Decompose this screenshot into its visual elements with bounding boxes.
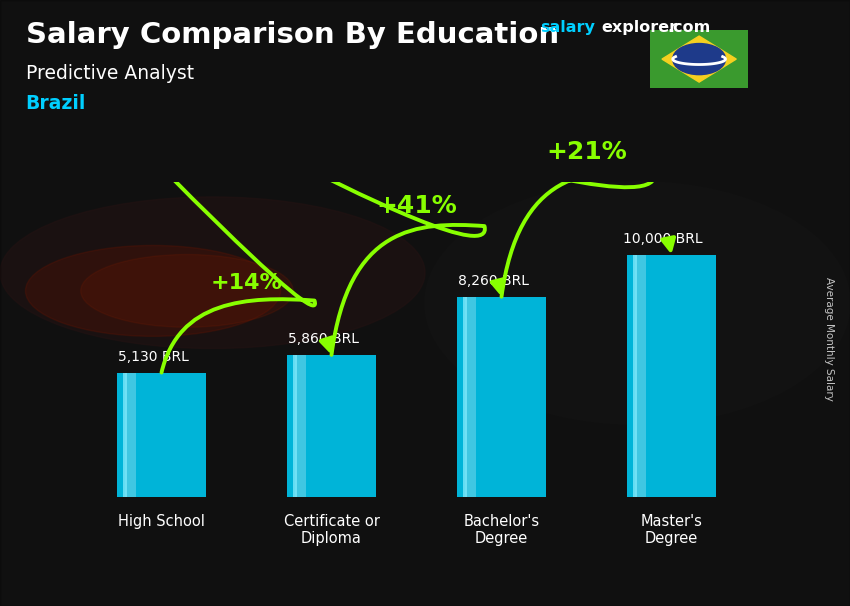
Text: Predictive Analyst: Predictive Analyst bbox=[26, 64, 194, 82]
Bar bbox=[125, 373, 136, 497]
Bar bbox=[465, 297, 476, 497]
Text: explorer: explorer bbox=[602, 20, 678, 35]
Bar bbox=[627, 255, 716, 497]
Text: salary: salary bbox=[540, 20, 595, 35]
Bar bbox=[117, 373, 206, 497]
Bar bbox=[293, 355, 298, 497]
Bar bbox=[123, 373, 127, 497]
Text: +21%: +21% bbox=[546, 141, 626, 164]
FancyArrowPatch shape bbox=[502, 171, 672, 297]
Text: 8,260 BRL: 8,260 BRL bbox=[457, 274, 529, 288]
FancyArrowPatch shape bbox=[332, 225, 502, 355]
Ellipse shape bbox=[81, 255, 293, 327]
Text: 5,130 BRL: 5,130 BRL bbox=[117, 350, 189, 364]
Text: 5,860 BRL: 5,860 BRL bbox=[287, 332, 359, 347]
Text: Brazil: Brazil bbox=[26, 94, 86, 113]
Text: 10,000 BRL: 10,000 BRL bbox=[623, 232, 703, 246]
Ellipse shape bbox=[425, 182, 850, 424]
FancyArrowPatch shape bbox=[162, 299, 331, 373]
Bar bbox=[287, 355, 376, 497]
Polygon shape bbox=[662, 36, 736, 82]
Bar bbox=[295, 355, 306, 497]
Text: +14%: +14% bbox=[211, 273, 282, 293]
Text: +41%: +41% bbox=[376, 195, 457, 218]
Bar bbox=[457, 297, 546, 497]
Text: Average Monthly Salary: Average Monthly Salary bbox=[824, 278, 834, 401]
Bar bbox=[635, 255, 646, 497]
Ellipse shape bbox=[26, 245, 280, 336]
Bar bbox=[463, 297, 468, 497]
Text: Salary Comparison By Education: Salary Comparison By Education bbox=[26, 21, 558, 49]
Circle shape bbox=[672, 44, 726, 75]
Bar bbox=[633, 255, 638, 497]
Text: .com: .com bbox=[667, 20, 711, 35]
Ellipse shape bbox=[0, 197, 425, 348]
